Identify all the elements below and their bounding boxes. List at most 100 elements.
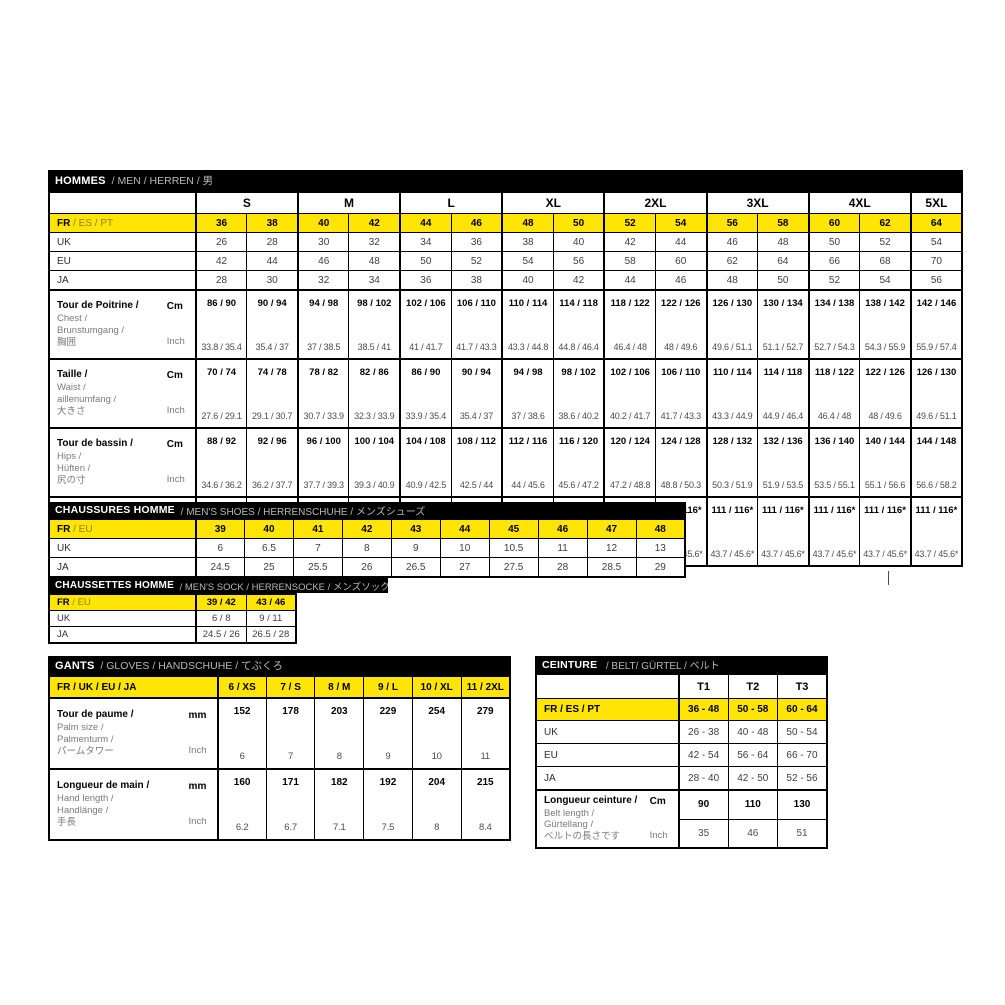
measure-value-top: 182 xyxy=(330,777,348,788)
measure-value-cell: 126 / 130 49.6 / 51.1 xyxy=(909,358,963,429)
size-value: 28 xyxy=(246,232,299,252)
size-value: 44 xyxy=(246,251,299,271)
measure-title: Tour de paume / xyxy=(57,709,134,721)
measure-value-top: 118 / 122 xyxy=(610,298,650,309)
belt-range-value: 52 - 56 xyxy=(777,766,828,791)
measure-value-cell: 108 / 112 42.5 / 44 xyxy=(450,427,503,498)
belt-range-value: 36 - 48 xyxy=(678,698,729,721)
measure-value-top: 94 / 98 xyxy=(513,367,543,378)
measure-value-top: 100 / 104 xyxy=(354,436,395,447)
measure-value-stack: 136 / 140 53.5 / 55.1 xyxy=(811,430,859,496)
shoes-table-uk-row: UK 6 6.5 7 8 9 10 10.5 11 12 13 xyxy=(48,538,686,558)
size-value: 40 xyxy=(501,270,554,291)
measure-value-stack: 215 8.4 xyxy=(462,771,509,839)
measure-value-cell: 98 / 102 38.5 / 41 xyxy=(348,289,401,360)
shoes-table-ja-row: JA 24.5 25 25.5 26 26.5 27 27.5 28 28.5 29 xyxy=(48,557,686,578)
header-size-value: 41 xyxy=(292,518,343,539)
measure-value-stack: 126 / 130 49.6 / 51.1 xyxy=(709,292,757,358)
measure-value-top: 118 / 122 xyxy=(814,367,855,378)
measure-units: mm Inch xyxy=(189,780,213,828)
socks-section-title-translations: / MEN'S SOCK / HERRENSOCKE / メンズソックス xyxy=(176,581,388,593)
row-label-sub: / ES / PT xyxy=(70,217,114,229)
fr-size-value: 54 xyxy=(654,213,708,233)
men-measure-row: Taille / Waist / aillenumfang / 大きさ Cm Inch 70… xyxy=(48,358,963,429)
measure-subtitle: 大きさ xyxy=(57,405,86,417)
measure-value-cell: 92 / 96 36.2 / 37.7 xyxy=(246,427,299,498)
measure-value-stack: 128 / 132 50.3 / 51.9 xyxy=(709,430,757,496)
fr-size-value: 46 xyxy=(450,213,503,233)
gloves-measure-row: Tour de paume / Palm size / Palmenturm / パー… xyxy=(48,697,511,770)
measure-value-stack: 118 / 122 46.4 / 48 xyxy=(606,292,654,358)
stray-border-artifact xyxy=(888,571,889,585)
measure-value-top: 126 / 130 xyxy=(712,298,753,309)
measure-value-cell: 74 / 78 29.1 / 30.7 xyxy=(246,358,299,429)
measure-value-stack: 114 / 118 44.8 / 46.4 xyxy=(554,292,603,358)
fr-es-pt-label: FR / ES / PT xyxy=(48,213,197,233)
measure-value-stack: 204 8 xyxy=(413,771,460,839)
measure-title: Longueur ceinture / xyxy=(544,795,638,806)
size-value: 52 xyxy=(859,232,912,252)
measure-value-top: 106 / 110 xyxy=(456,298,496,309)
measure-value-cell: 122 / 126 48 / 49.6 xyxy=(654,289,708,360)
measure-value-bottom: 7 xyxy=(288,751,294,762)
fr-size-value: 50 xyxy=(552,213,605,233)
measure-value-bottom: 6.2 xyxy=(235,822,249,833)
measure-value-bottom: 43.3 / 44.9 xyxy=(712,411,753,421)
measure-value-bottom: 35.4 / 37 xyxy=(459,411,494,421)
size-value: 9 / 11 xyxy=(245,610,297,627)
measure-title: Tour de Poitrine / xyxy=(57,300,139,312)
measure-value-top: 108 / 112 xyxy=(456,436,496,447)
men-measure-row: Tour de bassin / Hips / Hüften / 尻の寸 Cm Inch 8… xyxy=(48,427,963,498)
measure-value-cell: 136 / 140 53.5 / 55.1 xyxy=(807,427,861,498)
size-group-4XL: 4XL xyxy=(807,191,912,214)
measure-value-cell: 86 / 90 33.8 / 35.4 xyxy=(194,289,248,360)
measure-value-bottom: 36.2 / 37.7 xyxy=(251,480,293,490)
header-size-value: 43 / 46 xyxy=(245,593,297,611)
size-value: 24.5 xyxy=(195,557,245,578)
measure-value-bottom: 49.6 / 51.1 xyxy=(916,411,957,421)
measure-label-wrap: Taille / Waist / aillenumfang / 大きさ Cm Inch xyxy=(50,365,194,421)
measure-value-top: 98 / 102 xyxy=(357,298,392,309)
size-value: 64 xyxy=(757,251,810,271)
measure-value-top: 136 / 140 xyxy=(814,436,855,447)
unit-bottom-label: Inch xyxy=(166,404,185,416)
measure-value-cell: 98 / 102 38.6 / 40.2 xyxy=(552,358,605,429)
measure-value-bottom: 44.9 / 46.4 xyxy=(762,411,804,421)
row-label: JA xyxy=(48,626,197,644)
size-value: 27.5 xyxy=(488,557,539,578)
measure-value-top: 160 xyxy=(233,777,251,788)
measure-value-bottom: 47.2 / 48.8 xyxy=(609,480,651,490)
measure-value-stack: 102 / 106 41 / 41.7 xyxy=(402,292,450,358)
size-value: 6.5 xyxy=(243,538,294,558)
measure-value-stack: 106 / 110 41.7 / 43.3 xyxy=(452,292,501,358)
gloves-section: GANTS / GLOVES / HANDSCHUHE / てぶくろ FR / … xyxy=(48,656,511,841)
size-value: 29 xyxy=(635,557,686,578)
fr-size-value: 44 xyxy=(399,213,452,233)
measure-value-bottom: 48 / 49.6 xyxy=(664,342,698,352)
size-value: 9 xyxy=(390,538,441,558)
men-section-title: HOMMES xyxy=(55,174,106,187)
size-value: 54 xyxy=(501,251,554,271)
measure-value-bottom: 10 xyxy=(431,751,442,762)
measure-subtitle: Brunstumgang / xyxy=(57,324,125,336)
size-value: 13 xyxy=(635,538,686,558)
size-value: 40 xyxy=(552,232,605,252)
gloves-regions-label: FR / UK / EU / JA xyxy=(48,675,219,699)
size-value: 26.5 / 28 xyxy=(245,626,297,644)
fr-size-value: 40 xyxy=(296,213,350,233)
size-value: 62 xyxy=(705,251,759,271)
measure-value-top: 254 xyxy=(428,706,446,717)
measure-value-bottom: 49.6 / 51.1 xyxy=(712,342,753,352)
measure-label-text: Taille / Waist / aillenumfang / 大きさ xyxy=(57,369,116,417)
measure-value-bottom: 46.4 / 48 xyxy=(817,411,852,421)
measure-value-stack: 229 9 xyxy=(365,700,412,768)
measure-value-bottom: 33.8 / 35.4 xyxy=(201,342,242,352)
belt-section-title: CEINTURE xyxy=(542,658,598,671)
measure-label-wrap: Tour de paume / Palm size / Palmenturm / パー… xyxy=(50,705,216,761)
measure-value-top: 132 / 136 xyxy=(763,436,803,447)
measure-value-top: 126 / 130 xyxy=(916,367,957,378)
measure-value-cell: 134 / 138 52.7 / 54.3 xyxy=(807,289,861,360)
measure-value-bottom: 48.8 / 50.3 xyxy=(660,480,702,490)
men-eu-row: EU 42 44 46 48 50 52 54 56 58 60 62 64 66 68 70 xyxy=(48,251,963,271)
